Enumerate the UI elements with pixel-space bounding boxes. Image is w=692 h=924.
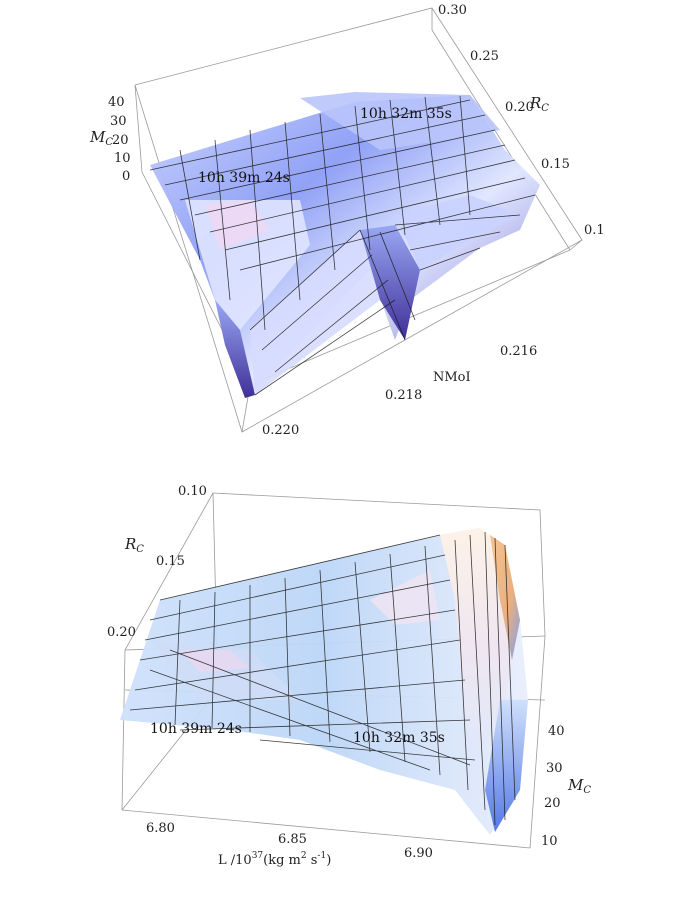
- chart-top-y-tick-015: 0.15: [541, 157, 570, 172]
- chart-bottom-surface: [120, 528, 528, 835]
- chart-bottom-x-tick-690: 6.90: [404, 846, 433, 861]
- chart-bottom: 10h 39m 24s 10h 32m 35s 0.10 0.15 0.20 R…: [107, 484, 591, 868]
- chart-top-z-tick-0: 0: [122, 169, 130, 184]
- chart-top-y-ticks: 0.30 0.25 0.20 0.15 0.1: [438, 3, 605, 238]
- chart-top-z-tick-20: 20: [112, 133, 129, 148]
- chart-top-x-ticks: 0.220 0.218 0.216: [262, 344, 537, 438]
- chart-bottom-x-label-sup3: -1: [317, 851, 326, 861]
- chart-top-x-tick-0216: 0.216: [500, 344, 537, 359]
- chart-bottom-y-label-main: R: [124, 535, 136, 553]
- chart-bottom-annotation-1: 10h 39m 24s: [150, 721, 242, 737]
- chart-bottom-z-tick-20: 20: [544, 796, 561, 811]
- chart-bottom-y-tick-015: 0.15: [156, 554, 185, 569]
- chart-top-z-tick-10: 10: [114, 151, 131, 166]
- chart-bottom-y-label: RC: [124, 535, 144, 555]
- chart-top-y-label-sub: C: [541, 103, 549, 114]
- chart-top-z-label: MC: [89, 128, 113, 148]
- chart-bottom-x-ticks: 6.80 6.85 6.90: [146, 821, 433, 861]
- chart-bottom-x-label-sup2: 2: [301, 851, 307, 861]
- chart-top-z-label-main: M: [89, 128, 106, 146]
- chart-bottom-z-tick-40: 40: [548, 724, 565, 739]
- chart-top-z-tick-30: 30: [110, 114, 127, 129]
- chart-bottom-z-label-sub: C: [583, 785, 591, 796]
- chart-top-x-tick-0220: 0.220: [262, 423, 299, 438]
- chart-bottom-x-label: L /1037(kg m2 s-1): [218, 851, 331, 868]
- chart-top-surface: [149, 92, 540, 398]
- chart-bottom-z-label: MC: [567, 776, 591, 796]
- chart-bottom-z-tick-30: 30: [546, 761, 563, 776]
- chart-bottom-x-label-d: ): [326, 853, 331, 868]
- chart-bottom-z-tick-10: 10: [541, 834, 558, 849]
- chart-top-y-tick-020: 0.20: [505, 100, 534, 115]
- chart-bottom-z-label-main: M: [567, 776, 584, 794]
- chart-top-z-ticks: 40 30 20 10 0: [108, 95, 131, 184]
- chart-bottom-x-label-c: s: [307, 853, 318, 868]
- chart-bottom-x-label-a: L /10: [218, 853, 252, 868]
- chart-top-annotation-2: 10h 32m 35s: [360, 106, 452, 122]
- chart-bottom-x-tick-685: 6.85: [278, 832, 307, 847]
- chart-top-x-label: NMoI: [433, 370, 471, 385]
- chart-top-z-tick-40: 40: [108, 95, 125, 110]
- chart-bottom-annotation-2: 10h 32m 35s: [353, 730, 445, 746]
- chart-bottom-x-label-b: (kg m: [263, 853, 301, 868]
- chart-bottom-y-tick-020: 0.20: [107, 625, 136, 640]
- chart-top-z-label-sub: C: [105, 137, 113, 148]
- chart-top-y-tick-01: 0.1: [584, 223, 605, 238]
- chart-top-annotation-1: 10h 39m 24s: [198, 170, 290, 186]
- chart-top-y-label-main: R: [529, 94, 541, 112]
- chart-top-y-tick-030: 0.30: [438, 3, 467, 18]
- chart-bottom-y-tick-010: 0.10: [178, 484, 207, 499]
- chart-bottom-x-label-sup1: 37: [252, 851, 264, 861]
- chart-top: 10h 39m 24s 10h 32m 35s 40 30 20 10 0 MC…: [89, 3, 605, 438]
- chart-bottom-y-ticks: 0.10 0.15 0.20: [107, 484, 207, 640]
- chart-top-y-label: RC: [529, 94, 549, 114]
- chart-bottom-x-tick-680: 6.80: [146, 821, 175, 836]
- chart-top-y-tick-025: 0.25: [470, 49, 499, 64]
- chart-bottom-z-ticks: 40 30 20 10: [541, 724, 565, 849]
- chart-bottom-y-label-sub: C: [136, 544, 144, 555]
- chart-top-x-tick-0218: 0.218: [385, 388, 422, 403]
